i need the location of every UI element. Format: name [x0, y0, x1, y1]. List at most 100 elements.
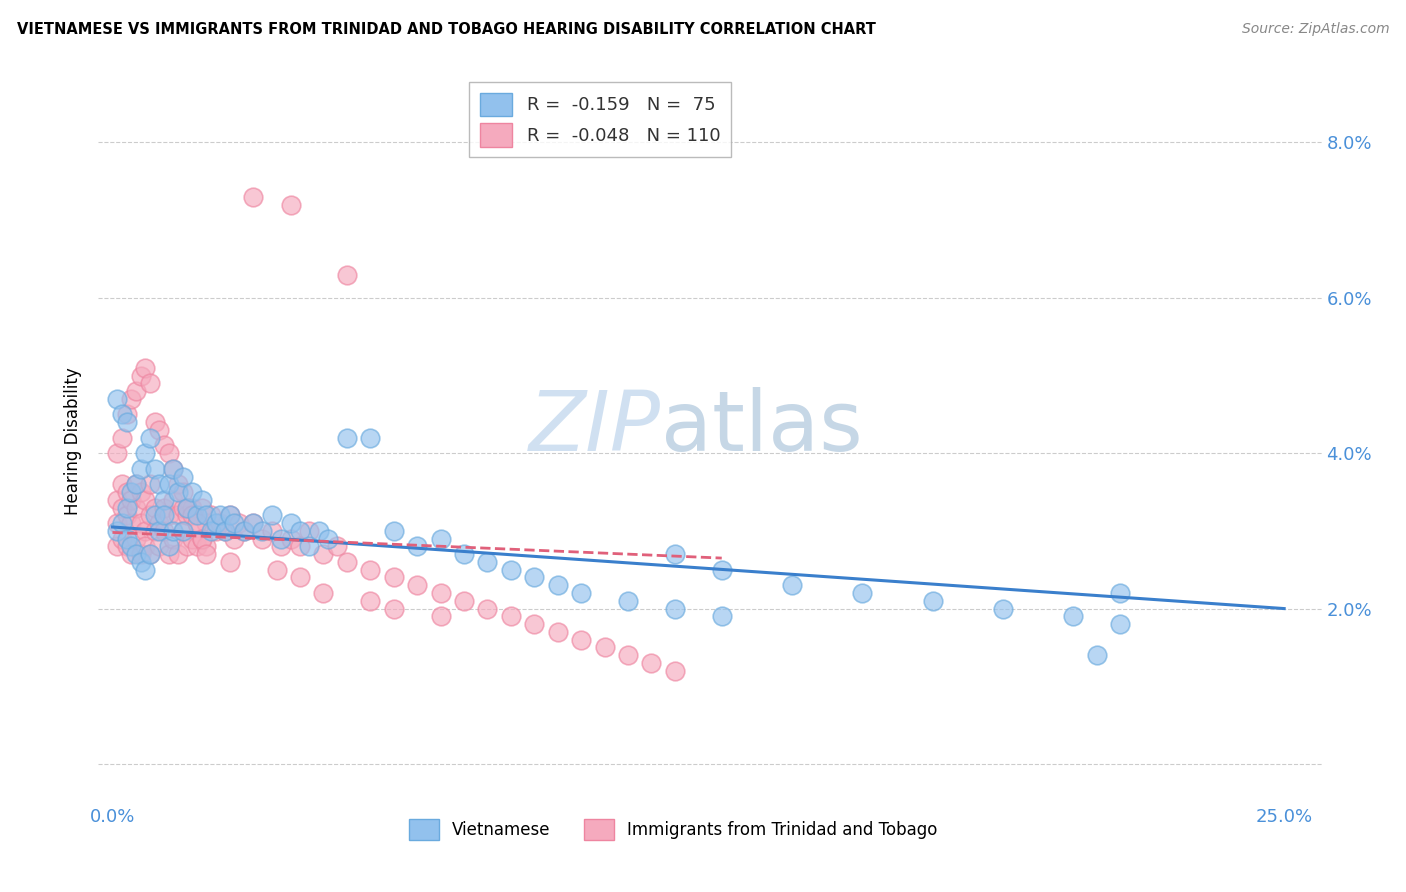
Point — [105, 516, 128, 530]
Point — [190, 492, 212, 507]
Point — [129, 516, 152, 530]
Point — [181, 500, 204, 515]
Point — [453, 547, 475, 561]
Point — [153, 492, 176, 507]
Point — [134, 540, 156, 554]
Point — [288, 540, 311, 554]
Point — [111, 532, 134, 546]
Point — [120, 547, 142, 561]
Point — [176, 540, 198, 554]
Point — [153, 500, 176, 515]
Point — [204, 524, 226, 538]
Point — [242, 516, 264, 530]
Point — [312, 547, 335, 561]
Point — [312, 586, 335, 600]
Point — [181, 532, 204, 546]
Point — [499, 609, 522, 624]
Point — [181, 485, 204, 500]
Point — [204, 516, 226, 530]
Point — [129, 547, 152, 561]
Point — [129, 485, 152, 500]
Point — [593, 640, 616, 655]
Point — [143, 500, 166, 515]
Legend: Vietnamese, Immigrants from Trinidad and Tobago: Vietnamese, Immigrants from Trinidad and… — [401, 811, 946, 848]
Point — [129, 555, 152, 569]
Point — [1109, 617, 1132, 632]
Point — [143, 508, 166, 523]
Point — [148, 516, 170, 530]
Point — [260, 524, 283, 538]
Point — [172, 500, 194, 515]
Point — [1085, 648, 1108, 663]
Point — [209, 508, 232, 523]
Point — [105, 524, 128, 538]
Point — [382, 524, 405, 538]
Point — [186, 516, 208, 530]
Point — [200, 524, 222, 538]
Point — [477, 555, 499, 569]
Point — [270, 540, 292, 554]
Point — [224, 532, 246, 546]
Point — [664, 547, 686, 561]
Point — [359, 431, 381, 445]
Point — [195, 547, 218, 561]
Point — [252, 524, 274, 538]
Point — [851, 586, 873, 600]
Point — [1062, 609, 1084, 624]
Point — [232, 524, 254, 538]
Point — [176, 508, 198, 523]
Point — [125, 532, 148, 546]
Point — [186, 540, 208, 554]
Point — [617, 648, 640, 663]
Point — [406, 578, 429, 592]
Point — [125, 477, 148, 491]
Point — [232, 524, 254, 538]
Point — [105, 446, 128, 460]
Point — [547, 624, 569, 639]
Point — [157, 547, 180, 561]
Point — [115, 415, 138, 429]
Point — [218, 508, 240, 523]
Point — [176, 500, 198, 515]
Point — [523, 570, 546, 584]
Point — [153, 508, 176, 523]
Point — [382, 570, 405, 584]
Point — [148, 540, 170, 554]
Point — [172, 469, 194, 483]
Point — [129, 461, 152, 475]
Point — [134, 446, 156, 460]
Point — [157, 540, 180, 554]
Point — [162, 524, 184, 538]
Point — [218, 508, 240, 523]
Point — [298, 540, 321, 554]
Point — [252, 532, 274, 546]
Point — [190, 532, 212, 546]
Point — [148, 477, 170, 491]
Point — [780, 578, 803, 592]
Point — [1109, 586, 1132, 600]
Point — [143, 524, 166, 538]
Point — [120, 492, 142, 507]
Point — [569, 586, 592, 600]
Point — [359, 563, 381, 577]
Point — [190, 500, 212, 515]
Point — [125, 477, 148, 491]
Point — [105, 392, 128, 406]
Text: VIETNAMESE VS IMMIGRANTS FROM TRINIDAD AND TOBAGO HEARING DISABILITY CORRELATION: VIETNAMESE VS IMMIGRANTS FROM TRINIDAD A… — [17, 22, 876, 37]
Point — [288, 524, 311, 538]
Point — [336, 268, 359, 282]
Point — [172, 524, 194, 538]
Point — [359, 594, 381, 608]
Point — [664, 601, 686, 615]
Point — [157, 477, 180, 491]
Point — [280, 532, 302, 546]
Point — [129, 368, 152, 383]
Point — [640, 656, 662, 670]
Point — [186, 516, 208, 530]
Point — [190, 532, 212, 546]
Point — [148, 423, 170, 437]
Point — [111, 516, 134, 530]
Point — [162, 461, 184, 475]
Text: ZIP: ZIP — [529, 386, 661, 467]
Point — [167, 485, 190, 500]
